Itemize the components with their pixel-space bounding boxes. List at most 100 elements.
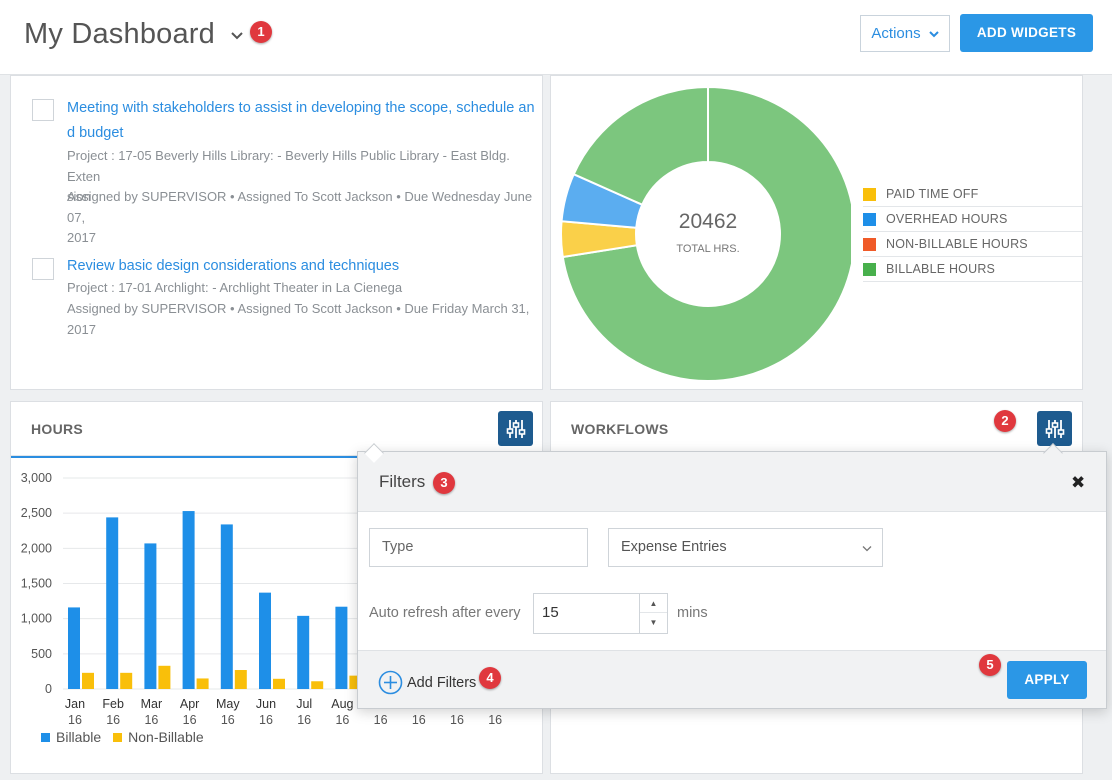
popover-footer: Add Filters 4 5 APPLY bbox=[358, 650, 1106, 708]
stepper-buttons: ▲ ▼ bbox=[639, 594, 667, 633]
legend-item-non-billable-hours[interactable]: NON-BILLABLE HOURS bbox=[863, 232, 1082, 257]
bar-billable[interactable] bbox=[297, 615, 310, 689]
x-tick-year: 16 bbox=[374, 713, 388, 727]
legend-swatch bbox=[113, 732, 123, 742]
page-title: My Dashboard bbox=[24, 18, 215, 50]
legend-item-billable-hours[interactable]: BILLABLE HOURS bbox=[863, 257, 1082, 282]
hours-filter-button[interactable] bbox=[498, 411, 533, 446]
bar-non-billable[interactable] bbox=[120, 672, 133, 689]
add-filters-label: Add Filters bbox=[407, 674, 477, 691]
y-tick-label: 500 bbox=[31, 647, 52, 661]
legend-label: OVERHEAD HOURS bbox=[886, 212, 1008, 226]
chevron-down-icon[interactable] bbox=[229, 28, 245, 44]
task-project-line: sion bbox=[67, 189, 91, 204]
legend-label-billable[interactable]: Billable bbox=[56, 729, 102, 745]
close-icon[interactable]: ✖ bbox=[1071, 473, 1086, 492]
workflows-filter-button[interactable] bbox=[1037, 411, 1072, 446]
bar-billable[interactable] bbox=[182, 511, 195, 689]
hours-chart-legend: Billable Non-Billable bbox=[41, 729, 204, 745]
callout-badge-2: 2 bbox=[994, 410, 1016, 432]
auto-refresh-stepper[interactable]: 15 ▲ ▼ bbox=[533, 593, 668, 634]
bar-non-billable[interactable] bbox=[311, 681, 324, 689]
task-assignment: Assigned by SUPERVISOR • Assigned To Sco… bbox=[67, 187, 545, 249]
apply-button[interactable]: APPLY bbox=[1007, 661, 1087, 699]
bar-billable[interactable] bbox=[68, 607, 80, 689]
time-summary-donut: 20462 TOTAL HRS. bbox=[560, 85, 851, 382]
task-title[interactable]: Meeting with stakeholders to assist in d… bbox=[67, 96, 545, 146]
stepper-down-icon[interactable]: ▼ bbox=[649, 618, 658, 627]
bar-billable[interactable] bbox=[335, 606, 348, 689]
x-tick-year: 16 bbox=[221, 713, 235, 727]
x-tick-year: 16 bbox=[259, 713, 273, 727]
stepper-up-icon[interactable]: ▲ bbox=[640, 594, 667, 613]
legend-swatch bbox=[863, 262, 876, 276]
workflows-title: WORKFLOWS bbox=[571, 421, 669, 437]
x-tick-month: Jul bbox=[296, 697, 312, 711]
task-project: Project : 17-05 Beverly Hills Library: -… bbox=[67, 146, 545, 208]
callout-badge-5: 5 bbox=[979, 654, 1001, 676]
task-project-line: Project : 17-05 Beverly Hills Library: -… bbox=[67, 148, 510, 184]
x-tick-year: 16 bbox=[412, 713, 426, 727]
sliders-icon bbox=[1045, 419, 1064, 438]
donut-total-label: TOTAL HRS. bbox=[676, 243, 739, 255]
task-checkbox[interactable] bbox=[32, 258, 54, 280]
legend-item-overhead-hours[interactable]: OVERHEAD HOURS bbox=[863, 207, 1082, 232]
legend-item-paid-time-off[interactable]: PAID TIME OFF bbox=[863, 182, 1082, 207]
bar-billable[interactable] bbox=[259, 592, 271, 689]
x-tick-month: Jun bbox=[256, 697, 276, 711]
legend-swatch bbox=[863, 212, 876, 226]
tasks-widget: Meeting with stakeholders to assist in d… bbox=[10, 75, 543, 390]
callout-badge-1: 1 bbox=[250, 21, 272, 43]
chart-y-ticks: 0 500 1,000 1,500 2,000 2,500 3,000 bbox=[21, 471, 52, 696]
bar-non-billable[interactable] bbox=[196, 678, 209, 689]
auto-refresh-value[interactable]: 15 bbox=[542, 604, 559, 621]
donut-segment-billable[interactable] bbox=[561, 85, 851, 382]
task-assignment: Assigned by SUPERVISOR • Assigned To Sco… bbox=[67, 299, 545, 340]
task-project: Project : 17-01 Archlight: - Archlight T… bbox=[67, 278, 545, 299]
x-tick-year: 16 bbox=[144, 713, 158, 727]
task-title[interactable]: Review basic design considerations and t… bbox=[67, 254, 545, 279]
y-tick-label: 2,500 bbox=[21, 506, 52, 520]
x-tick-month: Apr bbox=[180, 697, 199, 711]
y-tick-label: 2,000 bbox=[21, 541, 52, 555]
x-tick-month: Aug bbox=[331, 697, 353, 711]
entry-type-value: Expense Entries bbox=[621, 539, 727, 555]
y-tick-label: 1,500 bbox=[21, 577, 52, 591]
bar-billable[interactable] bbox=[220, 524, 233, 689]
entry-type-select[interactable]: Expense Entries bbox=[608, 528, 883, 567]
donut-segment-billable[interactable] bbox=[572, 85, 709, 207]
x-tick-month: Mar bbox=[141, 697, 163, 711]
bar-non-billable[interactable] bbox=[234, 670, 247, 689]
dashboard-header: My Dashboard 1 Actions ADD WIDGETS bbox=[0, 0, 1112, 75]
add-widgets-button[interactable]: ADD WIDGETS bbox=[960, 14, 1093, 52]
popover-title: Filters bbox=[379, 472, 426, 491]
add-filters-button[interactable]: Add Filters bbox=[378, 670, 476, 695]
task-title-line: d budget bbox=[67, 125, 124, 141]
legend-swatch bbox=[863, 237, 876, 251]
bar-billable[interactable] bbox=[144, 543, 157, 689]
y-tick-label: 1,000 bbox=[21, 612, 52, 626]
callout-badge-4: 4 bbox=[479, 667, 501, 689]
chart-x-ticks: Jan 16 Feb 16 Mar 16 Apr 16 May 16 Jun 16 Jul 16 Aug 16… bbox=[65, 697, 502, 727]
y-tick-label: 3,000 bbox=[21, 471, 52, 485]
auto-refresh-unit: mins bbox=[677, 605, 708, 621]
callout-badge-3: 3 bbox=[433, 472, 455, 494]
x-tick-year: 16 bbox=[183, 713, 197, 727]
hours-bar-chart: 0 500 1,000 1,500 2,000 2,500 3,000 Jan 16 Feb 16… bbox=[21, 471, 537, 727]
auto-refresh-label: Auto refresh after every bbox=[369, 605, 521, 621]
bar-non-billable[interactable] bbox=[158, 665, 171, 689]
donut-ring bbox=[560, 85, 851, 382]
task-title-line: Review basic design considerations and t… bbox=[67, 258, 400, 274]
sliders-icon bbox=[506, 419, 525, 438]
task-title-line: Meeting with stakeholders to assist in d… bbox=[67, 100, 535, 116]
legend-label-non-billable[interactable]: Non-Billable bbox=[128, 729, 204, 745]
type-field[interactable]: Type bbox=[369, 528, 588, 567]
bar-non-billable[interactable] bbox=[82, 672, 94, 689]
bar-billable[interactable] bbox=[106, 517, 119, 689]
actions-dropdown-button[interactable]: Actions bbox=[860, 15, 950, 52]
bar-non-billable[interactable] bbox=[273, 678, 285, 689]
task-checkbox[interactable] bbox=[32, 99, 54, 121]
y-tick-label: 0 bbox=[45, 682, 52, 696]
add-circle-icon bbox=[378, 670, 403, 695]
legend-label: PAID TIME OFF bbox=[886, 187, 979, 201]
